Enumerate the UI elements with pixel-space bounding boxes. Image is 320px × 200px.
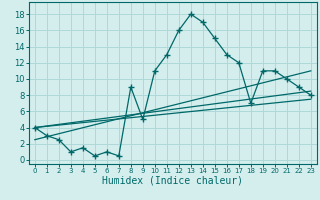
X-axis label: Humidex (Indice chaleur): Humidex (Indice chaleur): [102, 176, 243, 186]
